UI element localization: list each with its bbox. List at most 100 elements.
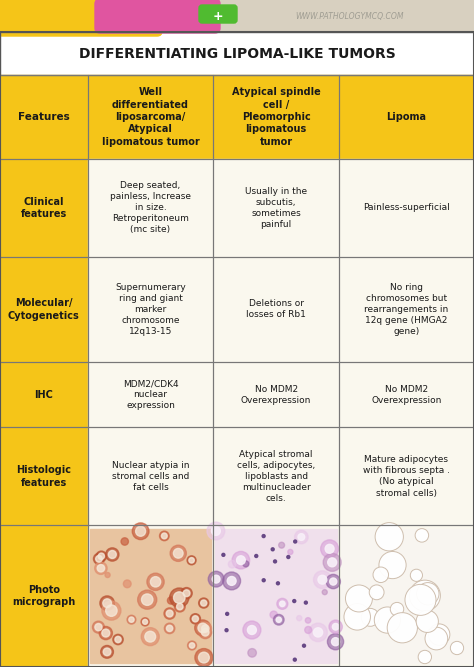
Bar: [0, 362, 88, 428]
Text: No MDM2
Overexpression: No MDM2 Overexpression: [371, 385, 442, 405]
Bar: [339, 159, 474, 257]
Circle shape: [262, 534, 265, 538]
Circle shape: [375, 523, 403, 551]
Circle shape: [313, 628, 323, 637]
Circle shape: [280, 601, 285, 606]
Circle shape: [273, 560, 276, 563]
Text: Lipoma: Lipoma: [386, 112, 427, 122]
Bar: [213, 257, 339, 362]
Circle shape: [369, 585, 384, 600]
Bar: [339, 362, 474, 428]
Text: +: +: [213, 9, 223, 23]
Circle shape: [326, 574, 340, 589]
Bar: [339, 75, 474, 159]
Bar: [88, 526, 213, 667]
Circle shape: [271, 548, 274, 551]
Circle shape: [288, 550, 293, 554]
Bar: [90, 530, 211, 663]
Circle shape: [199, 652, 210, 663]
Bar: [213, 75, 339, 159]
Circle shape: [226, 612, 228, 616]
Circle shape: [189, 643, 195, 648]
Circle shape: [305, 618, 311, 623]
Bar: [88, 257, 213, 362]
Bar: [0, 428, 88, 526]
Circle shape: [92, 621, 104, 633]
Circle shape: [164, 623, 175, 634]
Bar: [339, 75, 474, 159]
Circle shape: [162, 533, 167, 539]
Bar: [339, 428, 474, 526]
Circle shape: [361, 608, 379, 626]
Text: Supernumerary
ring and giant
marker
chromosome
12q13-15: Supernumerary ring and giant marker chro…: [115, 283, 186, 336]
Text: MDM2/CDK4
nuclear
expression: MDM2/CDK4 nuclear expression: [123, 379, 178, 410]
Bar: [213, 526, 339, 667]
Circle shape: [137, 590, 157, 609]
Circle shape: [192, 616, 199, 622]
Circle shape: [188, 641, 197, 650]
Bar: [0, 362, 88, 428]
Bar: [213, 159, 339, 257]
Bar: [0, 75, 88, 159]
Circle shape: [199, 622, 211, 635]
Circle shape: [100, 646, 113, 658]
Circle shape: [115, 636, 121, 642]
Text: Atypical stromal
cells, adipocytes,
lipoblasts and
multinucleader
cels.: Atypical stromal cells, adipocytes, lipo…: [237, 450, 315, 503]
Bar: [88, 257, 213, 362]
Circle shape: [150, 577, 161, 587]
Text: Mature adipocytes
with fibrous septa .
(No atypical
stromal cells): Mature adipocytes with fibrous septa . (…: [363, 456, 450, 498]
Circle shape: [211, 526, 220, 536]
Circle shape: [297, 616, 302, 621]
Circle shape: [105, 572, 110, 578]
Circle shape: [129, 617, 134, 622]
Circle shape: [198, 623, 208, 633]
Text: WWW.PATHOLOGYMCQ.COM: WWW.PATHOLOGYMCQ.COM: [296, 11, 404, 21]
Text: Molecular/
Cytogenetics: Molecular/ Cytogenetics: [8, 298, 80, 321]
Circle shape: [243, 621, 261, 639]
Bar: [213, 428, 339, 526]
Circle shape: [208, 571, 224, 587]
Bar: [0, 0, 474, 32]
Circle shape: [418, 650, 431, 664]
Bar: [0, 257, 88, 362]
Bar: [339, 257, 474, 362]
Circle shape: [328, 634, 344, 650]
Circle shape: [416, 610, 438, 632]
Bar: [213, 428, 339, 526]
Circle shape: [95, 562, 107, 574]
Bar: [341, 530, 472, 663]
Circle shape: [201, 625, 209, 632]
Bar: [339, 257, 474, 362]
Circle shape: [293, 600, 296, 602]
Circle shape: [294, 540, 297, 543]
Bar: [339, 159, 474, 257]
Bar: [0, 257, 88, 362]
Circle shape: [109, 550, 116, 558]
Circle shape: [247, 626, 256, 634]
Circle shape: [173, 548, 183, 558]
Circle shape: [127, 615, 136, 624]
Circle shape: [160, 531, 169, 541]
Bar: [88, 362, 213, 428]
Circle shape: [147, 573, 164, 590]
Bar: [339, 362, 474, 428]
Circle shape: [132, 523, 149, 540]
Bar: [0, 75, 88, 159]
Circle shape: [410, 569, 422, 582]
Circle shape: [199, 598, 209, 608]
Circle shape: [320, 540, 338, 558]
Text: IHC: IHC: [35, 390, 53, 400]
Text: Painless-superficial: Painless-superficial: [363, 203, 450, 212]
Circle shape: [141, 628, 159, 646]
Circle shape: [102, 629, 110, 637]
Circle shape: [166, 625, 173, 632]
Circle shape: [181, 588, 192, 599]
Bar: [0, 159, 88, 257]
Circle shape: [99, 626, 112, 640]
Circle shape: [373, 567, 389, 582]
Circle shape: [450, 642, 464, 654]
Circle shape: [305, 626, 312, 634]
Bar: [88, 75, 213, 159]
Circle shape: [97, 564, 105, 572]
Circle shape: [167, 597, 175, 604]
